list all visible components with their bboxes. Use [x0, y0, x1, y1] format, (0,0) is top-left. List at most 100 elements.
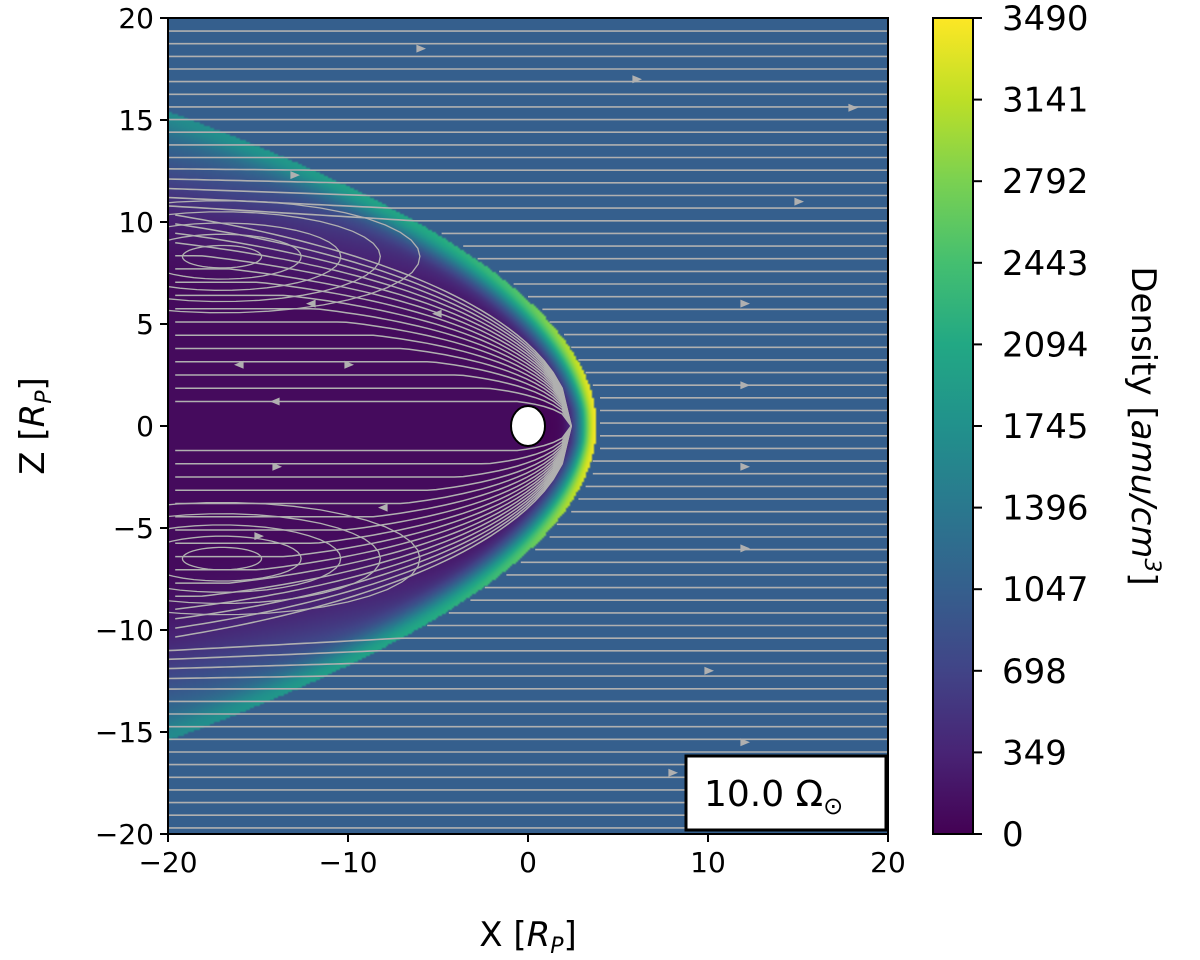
- y-axis-ticks: −20 −15 −10 −5 0 5 10 15 20: [95, 2, 168, 851]
- streamline: [175, 425, 572, 518]
- colorbar-tick-label: 0: [1002, 815, 1024, 855]
- streamline: [168, 501, 421, 616]
- colorbar-tick-label: 1396: [1002, 489, 1089, 529]
- streamline: [168, 662, 888, 670]
- streamline: [175, 400, 572, 427]
- streamline: [175, 360, 572, 427]
- streamline: [175, 425, 572, 638]
- y-tick-label: −20: [95, 818, 154, 851]
- y-tick-label: 10: [118, 206, 154, 239]
- streamline: [168, 524, 342, 593]
- y-axis-label: Z [RP]: [13, 377, 57, 475]
- x-tick-label: −20: [138, 846, 197, 879]
- streamline: [181, 546, 263, 571]
- y-tick-label: −10: [95, 614, 154, 647]
- streamline: [181, 244, 263, 269]
- y-tick-label: 0: [136, 410, 154, 443]
- y-tick-label: 15: [118, 104, 154, 137]
- streamline: [175, 281, 572, 427]
- streamline-arrow: [740, 381, 750, 390]
- streamline-arrow: [344, 360, 354, 369]
- x-tick-label: 20: [870, 846, 906, 879]
- streamline-arrow: [270, 397, 280, 406]
- streamline: [175, 425, 572, 492]
- colorbar-tick-label: 349: [1002, 733, 1067, 773]
- streamline: [175, 321, 572, 427]
- streamline: [175, 425, 572, 571]
- colorbar-tick-label: 3141: [1002, 81, 1089, 121]
- colorbar: 034969810471396174520942443279231413490 …: [932, 0, 1164, 855]
- streamline: [168, 513, 382, 605]
- streamline-arrow: [254, 532, 264, 541]
- streamline: [175, 268, 572, 427]
- streamline: [175, 425, 572, 478]
- colorbar-gradient: [932, 17, 974, 835]
- streamline: [175, 425, 572, 584]
- streamline: [175, 232, 572, 427]
- streamline: [168, 211, 382, 303]
- colorbar-tick-label: 698: [1002, 652, 1067, 692]
- streamline-arrow: [740, 544, 750, 553]
- streamline: [175, 374, 572, 427]
- x-tick-label: −10: [318, 846, 377, 879]
- streamline: [168, 233, 302, 280]
- streamline-arrow: [272, 462, 282, 471]
- planet: [510, 405, 546, 447]
- annotation-badge: 10.0 Ω⊙: [684, 754, 888, 832]
- y-tick-label: −5: [113, 512, 154, 545]
- colorbar-tick-label: 2094: [1002, 325, 1089, 365]
- streamline: [175, 294, 572, 427]
- colorbar-tick-label: 1047: [1002, 570, 1089, 610]
- streamline-arrow: [378, 503, 388, 512]
- streamline-arrow: [290, 171, 300, 180]
- y-tick-label: 5: [136, 308, 154, 341]
- streamline: [168, 178, 888, 184]
- streamline: [168, 200, 421, 314]
- y-tick-label: 20: [118, 2, 154, 35]
- streamline: [175, 425, 572, 505]
- colorbar-tick-label: 2443: [1002, 244, 1089, 284]
- streamline: [168, 637, 888, 652]
- streamline: [168, 168, 888, 171]
- colorbar-tick-label: 2792: [1002, 162, 1089, 202]
- streamline-arrow: [740, 462, 750, 471]
- streamline-arrow: [848, 103, 858, 112]
- streamline: [168, 205, 888, 222]
- streamline: [168, 187, 888, 197]
- x-axis-ticks: −20 −10 0 10 20: [138, 834, 906, 879]
- x-tick-label: 10: [690, 846, 726, 879]
- colorbar-label: Density [amu/cm3]: [1123, 266, 1164, 585]
- streamline: [175, 214, 572, 427]
- plot-area: 10.0 Ω⊙: [167, 17, 889, 835]
- streamline: [175, 425, 572, 629]
- streamline-arrow: [740, 738, 750, 747]
- streamline-arrow: [704, 666, 714, 675]
- streamline: [175, 387, 572, 427]
- streamline-arrow: [416, 44, 426, 53]
- colorbar-tick-label: 1745: [1002, 407, 1089, 447]
- streamline: [175, 425, 572, 465]
- y-tick-label: −15: [95, 716, 154, 749]
- streamline: [168, 196, 888, 209]
- streamline: [175, 425, 572, 531]
- streamline: [175, 425, 572, 545]
- colorbar-ticks: 0 349 698 1047 1396 1745 2094 2443 2792 3141 3490: [973, 0, 1089, 855]
- streamline-arrow: [668, 768, 678, 777]
- streamline-arrow: [306, 299, 316, 308]
- streamline-arrow: [794, 197, 804, 206]
- streamline: [175, 242, 572, 427]
- annotation-text: 10.0 Ω⊙: [704, 774, 843, 820]
- streamline: [168, 649, 888, 661]
- x-axis-label: X [RP]: [479, 915, 577, 959]
- streamline: [175, 254, 572, 427]
- streamline: [168, 222, 342, 291]
- streamline-arrow: [234, 360, 244, 369]
- streamline: [175, 425, 572, 558]
- streamline: [175, 425, 572, 452]
- streamline: [175, 307, 572, 427]
- streamline: [175, 334, 572, 427]
- streamline: [175, 425, 572, 620]
- streamline-arrow: [632, 75, 642, 84]
- streamline: [175, 347, 572, 427]
